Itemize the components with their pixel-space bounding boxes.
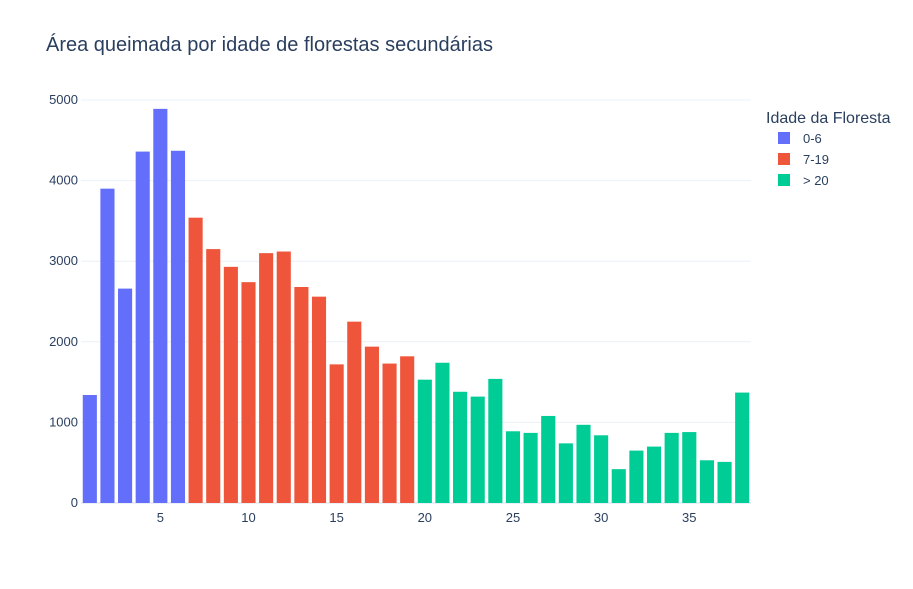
x-axis-ticks: 5 10 15 20 25 30 35 bbox=[157, 510, 697, 525]
bar[interactable] bbox=[682, 432, 697, 503]
y-tick-label: 4000 bbox=[49, 173, 78, 188]
y-tick-label: 5000 bbox=[49, 92, 78, 107]
bar[interactable] bbox=[523, 432, 538, 503]
bar[interactable] bbox=[699, 460, 714, 503]
y-tick-label: 0 bbox=[71, 495, 78, 510]
legend-label[interactable]: 0-6 bbox=[803, 131, 822, 146]
bar[interactable] bbox=[100, 188, 115, 503]
bar[interactable] bbox=[470, 396, 485, 503]
bar[interactable] bbox=[611, 469, 626, 503]
bar[interactable] bbox=[329, 364, 344, 503]
bar[interactable] bbox=[646, 446, 662, 503]
bar[interactable] bbox=[541, 415, 556, 503]
bar[interactable] bbox=[417, 379, 432, 503]
bars-layer bbox=[82, 108, 750, 504]
legend[interactable]: Idade da Floresta 0-6 7-19 > 20 bbox=[766, 110, 891, 188]
bar[interactable] bbox=[311, 296, 327, 503]
bar[interactable] bbox=[118, 288, 133, 503]
y-tick-label: 2000 bbox=[49, 334, 78, 349]
bar[interactable] bbox=[505, 431, 521, 503]
bar[interactable] bbox=[135, 151, 150, 504]
legend-swatch[interactable] bbox=[778, 174, 790, 186]
bar[interactable] bbox=[276, 251, 291, 503]
x-tick-label: 25 bbox=[506, 510, 520, 525]
bar[interactable] bbox=[188, 217, 203, 503]
bar[interactable] bbox=[576, 424, 591, 503]
x-tick-label: 30 bbox=[594, 510, 608, 525]
bar[interactable] bbox=[400, 356, 415, 503]
bar[interactable] bbox=[170, 150, 186, 503]
x-tick-label: 20 bbox=[418, 510, 432, 525]
x-tick-label: 15 bbox=[329, 510, 343, 525]
bar[interactable] bbox=[364, 346, 379, 503]
bar[interactable] bbox=[735, 392, 750, 503]
bar[interactable] bbox=[382, 363, 397, 503]
bar[interactable] bbox=[717, 461, 732, 503]
chart-title: Área queimada por idade de florestas sec… bbox=[46, 33, 493, 56]
bar[interactable] bbox=[347, 321, 362, 503]
bar[interactable] bbox=[594, 435, 609, 503]
x-tick-label: 10 bbox=[241, 510, 255, 525]
bar[interactable] bbox=[206, 249, 221, 503]
bar[interactable] bbox=[453, 391, 468, 503]
legend-title: Idade da Floresta bbox=[766, 110, 891, 127]
bar[interactable] bbox=[223, 266, 238, 503]
y-axis-ticks: 0 1000 2000 3000 4000 5000 bbox=[49, 92, 78, 510]
legend-swatch[interactable] bbox=[778, 132, 790, 144]
bar[interactable] bbox=[153, 108, 168, 503]
bar[interactable] bbox=[488, 378, 503, 503]
bar[interactable] bbox=[558, 443, 573, 503]
y-tick-label: 1000 bbox=[49, 414, 78, 429]
x-tick-label: 5 bbox=[157, 510, 164, 525]
bar[interactable] bbox=[294, 286, 309, 503]
y-tick-label: 3000 bbox=[49, 253, 78, 268]
legend-label[interactable]: 7-19 bbox=[803, 152, 829, 167]
x-tick-label: 35 bbox=[682, 510, 696, 525]
legend-swatch[interactable] bbox=[778, 153, 790, 165]
bar[interactable] bbox=[664, 432, 679, 503]
legend-label[interactable]: > 20 bbox=[803, 173, 829, 188]
bar[interactable] bbox=[629, 450, 644, 503]
bar[interactable] bbox=[82, 394, 97, 503]
bar[interactable] bbox=[435, 362, 450, 503]
bar[interactable] bbox=[259, 253, 274, 503]
bar[interactable] bbox=[241, 282, 256, 503]
